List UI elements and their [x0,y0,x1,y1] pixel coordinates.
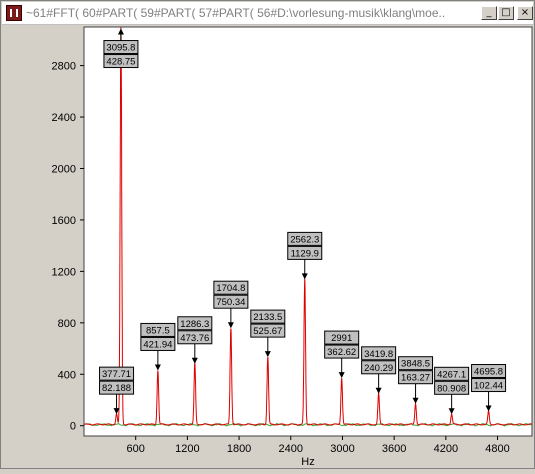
peak-label-box [103,54,139,69]
peak-arrowhead [264,351,271,358]
peak-label-freq: 3419.8 [364,349,393,360]
peak-annotation: 3095.8 428.75 [103,28,139,69]
peak-label-freq: 2991 [331,333,352,344]
x-tick-label: 4800 [485,443,509,455]
peak-annotation: 3848.5 163.27 [398,356,434,404]
plot-area: 0 400 800 1200 1600 2000 2400 2800 600 1200 1800 24… [1,25,534,469]
peak-arrowhead [191,357,198,364]
y-tick-label: 2000 [52,163,76,175]
peak-arrowhead [375,387,382,394]
x-tick-label: 1800 [227,443,251,455]
y-tick-label: 2800 [52,61,76,73]
x-tick-label: 3600 [382,443,406,455]
x-tick-label: 1200 [175,443,199,455]
maximize-button[interactable]: □ [498,6,514,20]
peak-label-amp: 362.62 [327,347,356,358]
x-tick-label: 600 [127,443,145,455]
spectrum-chart: 0 400 800 1200 1600 2000 2400 2800 600 1200 1800 24… [52,26,533,468]
peak-label-freq: 2562.3 [290,234,319,245]
peak-annotation: 857.5 421.94 [140,322,176,371]
peak-annotation: 377.71 82.188 [99,366,135,415]
peak-label-box [398,356,434,371]
peak-label-box [213,280,249,295]
peak-label-freq: 857.5 [146,325,170,336]
peak-arrowhead [448,408,455,415]
peak-label-box [140,322,176,337]
peak-label-amp: 82.188 [102,383,131,394]
peak-arrowhead [113,408,120,415]
peak-arrowhead [117,28,124,35]
window-title: ~61#FFT( 60#PART( 59#PART( 57#PART( 56#D… [26,6,446,20]
spectrum-line [83,27,533,426]
minimize-button[interactable]: _ [481,6,497,20]
x-tick-label: 2400 [279,443,303,455]
y-tick-label: 1200 [52,266,76,278]
peak-label-amp: 1129.9 [291,248,319,259]
peak-label-box [287,231,323,246]
peak-arrowhead [154,364,161,371]
peak-label-box [177,316,213,331]
peak-arrowhead [338,372,345,379]
app-icon[interactable] [6,5,22,21]
y-tick-label: 800 [58,318,76,330]
peak-label-amp: 80.908 [437,383,466,394]
peak-annotation: 2991 362.62 [324,330,360,379]
peak-arrowhead [412,397,419,404]
y-tick-label: 2400 [52,112,76,124]
x-axis-label: Hz [301,456,314,468]
peak-annotation: 2133.5 525.67 [250,309,286,358]
peak-label-amp: 428.75 [106,57,135,68]
peak-annotation: 2562.3 1129.9 [287,231,323,280]
close-button[interactable]: × [517,6,533,20]
peak-label-box [434,366,470,381]
peak-arrowhead [227,322,234,329]
peak-label-freq: 4695.8 [474,367,503,378]
peak-label-freq: 3095.8 [106,43,135,54]
peak-label-amp: 163.27 [401,373,430,384]
peak-label-freq: 2133.5 [253,312,282,323]
peak-label-freq: 377.71 [102,369,131,380]
peak-label-amp: 240.29 [364,363,393,374]
x-tick-label: 3000 [330,443,354,455]
peak-annotation: 1286.3 473.76 [177,316,213,364]
peak-label-box [361,346,397,361]
peak-label-amp: 102.44 [474,381,503,392]
peak-label-freq: 4267.1 [437,369,466,380]
peak-annotation: 4267.1 80.908 [434,366,470,415]
peak-label-box [324,330,360,345]
peak-annotation: 4695.8 102.44 [471,364,507,412]
y-tick-label: 0 [70,421,76,433]
y-tick-label: 400 [58,369,76,381]
peak-label-amp: 473.76 [180,333,209,344]
peak-label-freq: 1704.8 [216,283,245,294]
peak-annotation: 3419.8 240.29 [361,346,397,394]
peak-label-box [99,366,135,381]
y-tick-label: 1600 [52,215,76,227]
x-tick-label: 4200 [434,443,458,455]
peak-annotation: 1704.8 750.34 [213,280,249,329]
peak-label-amp: 421.94 [143,339,172,350]
title-bar[interactable]: ~61#FFT( 60#PART( 59#PART( 57#PART( 56#D… [2,2,533,25]
peak-label-amp: 525.67 [253,326,282,337]
peak-arrowhead [301,273,308,280]
peak-label-box [250,309,286,324]
peak-label-freq: 3848.5 [401,359,430,370]
peak-label-freq: 1286.3 [180,319,209,330]
peak-arrowhead [485,405,492,412]
peak-label-amp: 750.34 [216,297,245,308]
peak-label-box [471,364,507,379]
